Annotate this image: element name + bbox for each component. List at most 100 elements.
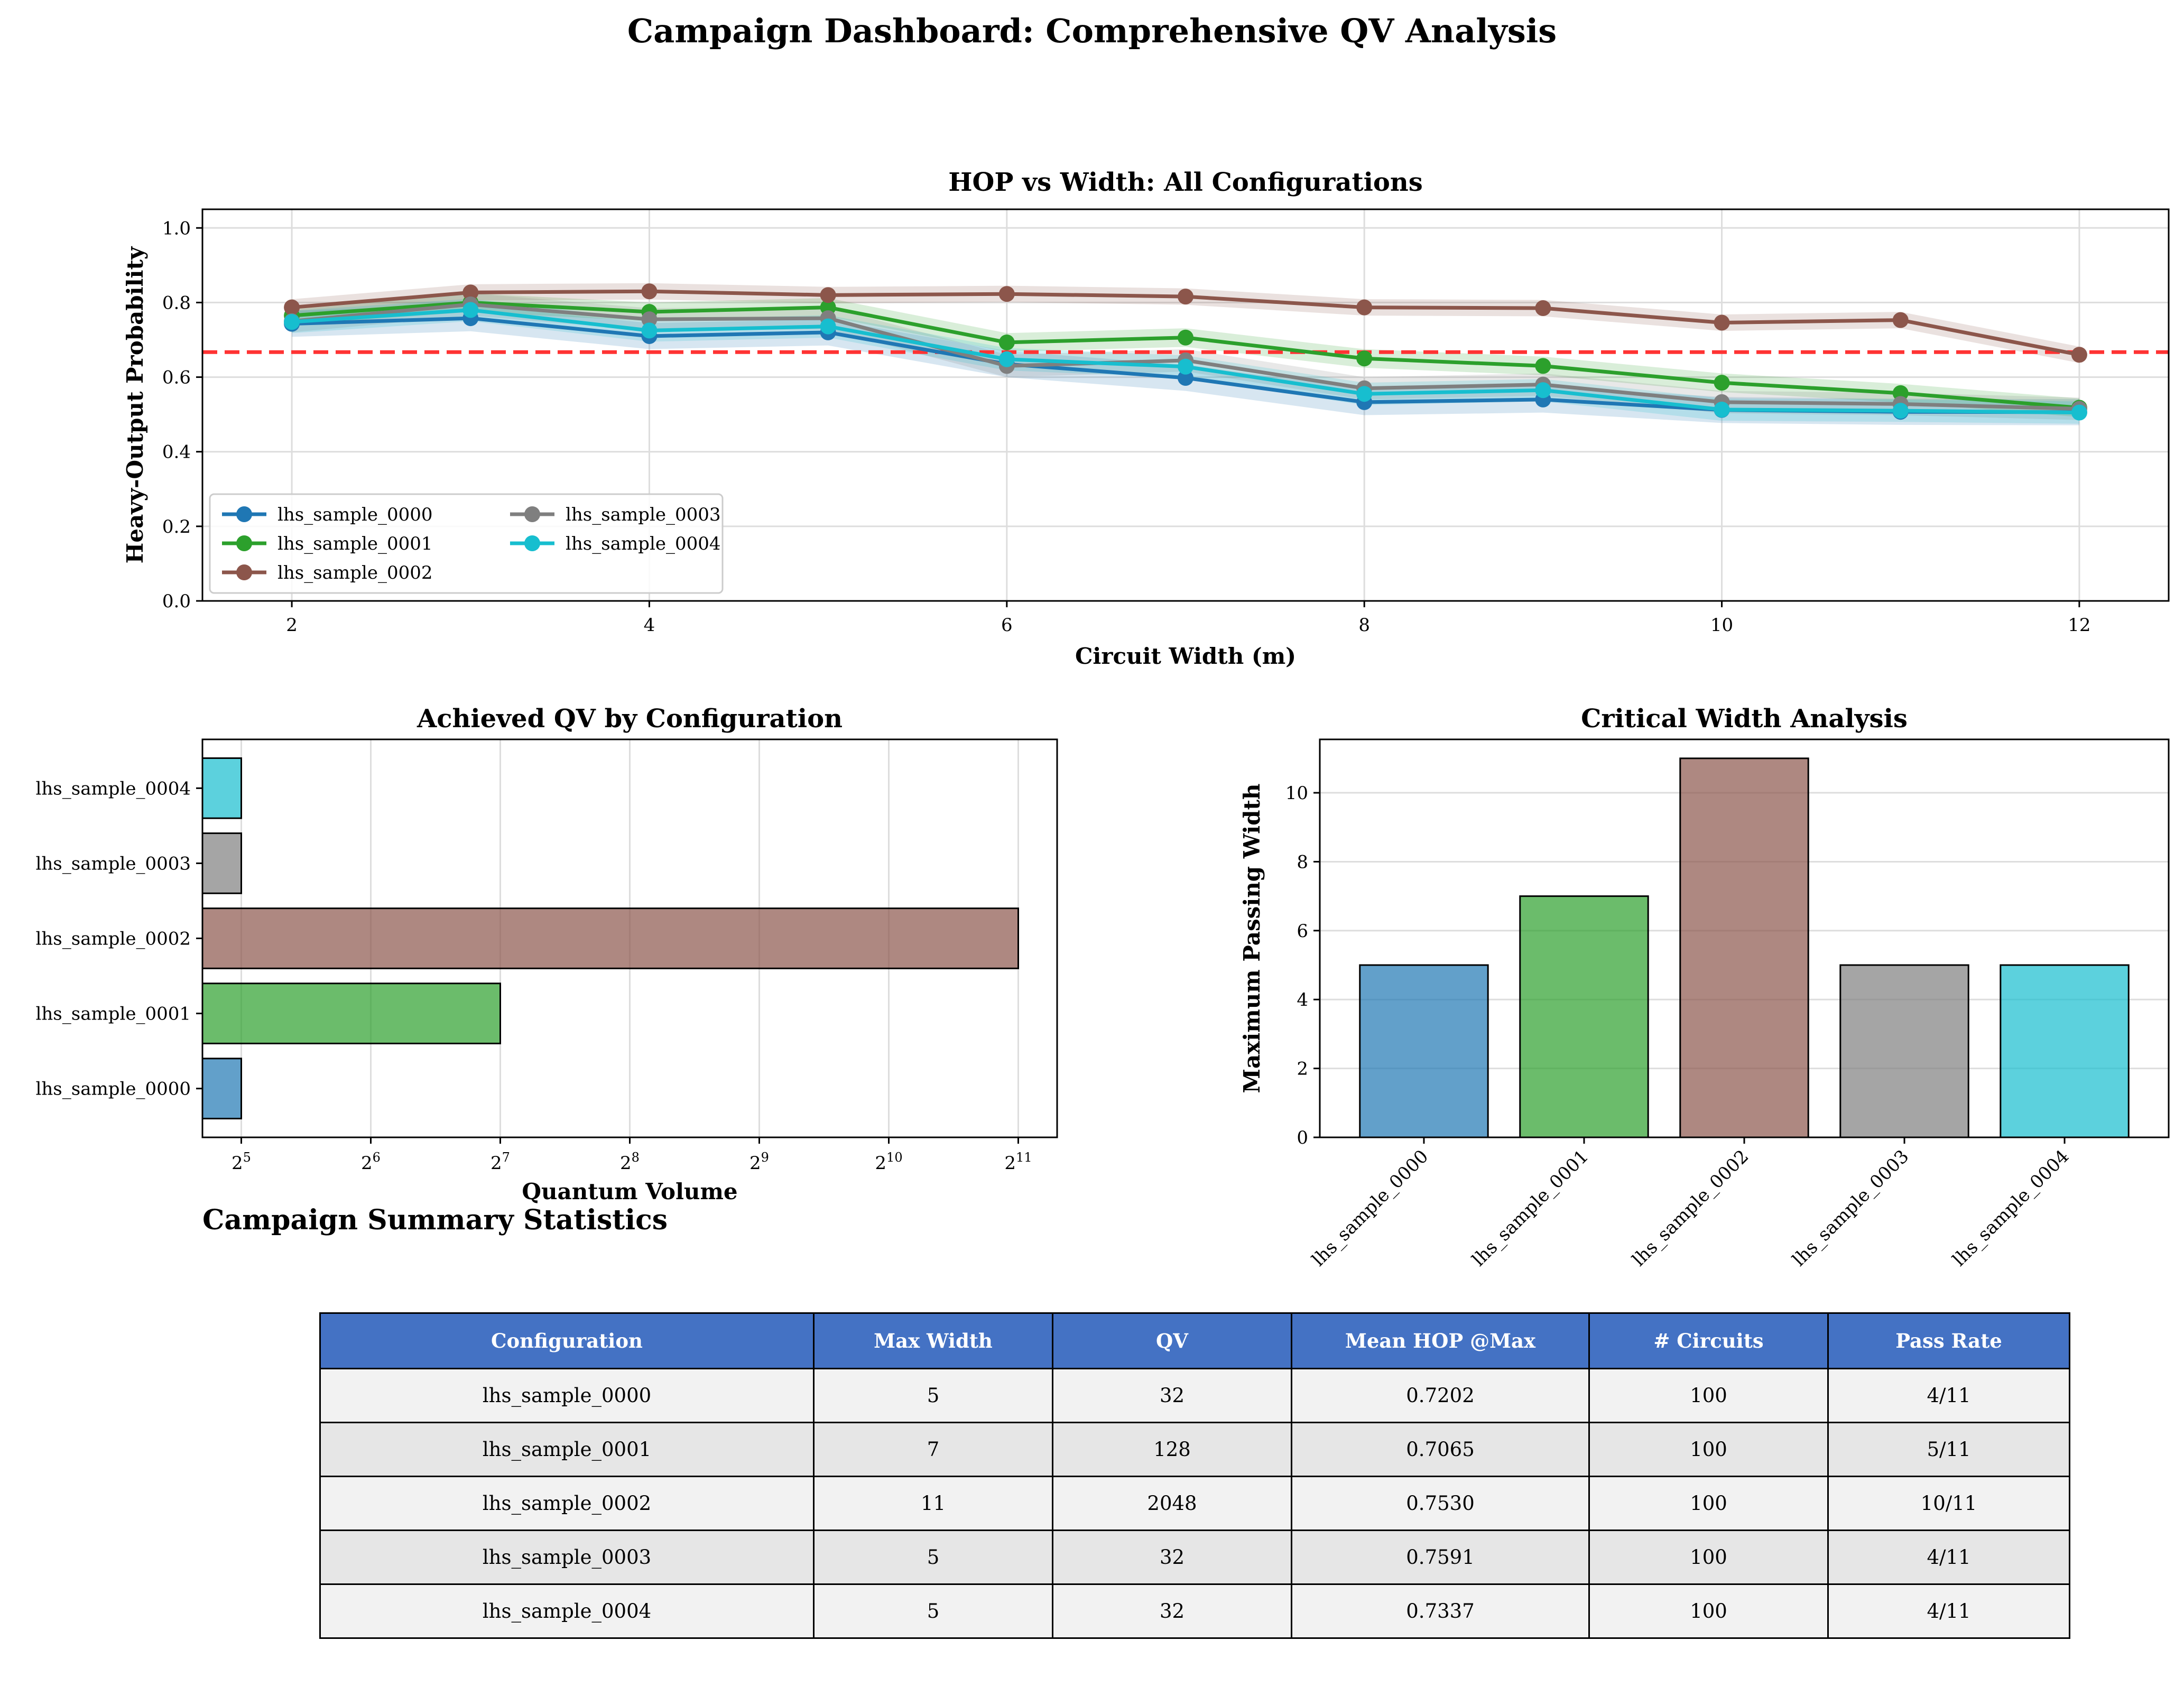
x-axis-label: Circuit Width (m): [1075, 643, 1296, 669]
x-tick-label-lhs_sample_0002: lhs_sample_0002: [1628, 1146, 1753, 1271]
summary-cell-mean-hop-max: 0.7530: [1291, 1476, 1590, 1531]
x-tick-label-lhs_sample_0001: lhs_sample_0001: [1468, 1146, 1593, 1271]
summary-header-max-width: Max Width: [813, 1312, 1053, 1369]
summary-cell-mean-hop-max: 0.7202: [1291, 1368, 1590, 1423]
legend-marker-lhs_sample_0001: [236, 535, 252, 551]
summary-row: lhs_sample_0001 7 128 0.7065 100 5/11: [319, 1422, 2070, 1477]
legend-marker-lhs_sample_0000: [236, 506, 252, 522]
data-point-lhs_sample_0002: [1714, 314, 1730, 331]
summary-cell-max-width: 7: [813, 1422, 1053, 1477]
summary-cell-max-width: 5: [813, 1368, 1053, 1423]
summary-cell-qv: 32: [1052, 1530, 1292, 1585]
summary-header-mean-hop-max: Mean HOP @Max: [1291, 1312, 1590, 1369]
summary-cell-qv: 32: [1052, 1583, 1292, 1639]
y-tick-label: 0.4: [162, 442, 191, 463]
x-tick-label-2-pow-5: 25: [232, 1150, 251, 1174]
x-tick-label: 2: [286, 615, 298, 636]
x-tick-label-2-pow-8: 28: [620, 1150, 640, 1174]
x-tick-label-2-pow-7: 27: [491, 1150, 510, 1174]
summary-cell-configuration: lhs_sample_0000: [319, 1368, 815, 1423]
summary-cell-max-width: 5: [813, 1530, 1053, 1585]
width-bar-lhs_sample_0000: [1359, 964, 1489, 1138]
y-tick-label-8: 8: [1297, 851, 1308, 873]
summary-cell--circuits: 100: [1588, 1422, 1829, 1477]
data-point-lhs_sample_0004: [2071, 404, 2087, 421]
data-point-lhs_sample_0002: [1535, 300, 1551, 317]
width-bar-lhs_sample_0003: [1839, 964, 1969, 1138]
data-point-lhs_sample_0002: [2071, 347, 2087, 363]
x-tick-label-lhs_sample_0003: lhs_sample_0003: [1789, 1146, 1913, 1271]
summary-cell-pass-rate: 4/11: [1827, 1368, 2070, 1423]
summary-cell--circuits: 100: [1588, 1583, 1829, 1639]
y-tick-label-lhs_sample_0000: lhs_sample_0000: [36, 1079, 191, 1100]
summary-cell-pass-rate: 5/11: [1827, 1422, 2070, 1477]
qv-bar-lhs_sample_0001: [201, 982, 501, 1044]
x-tick-label-2-pow-11: 211: [1004, 1150, 1032, 1174]
y-tick-label: 0.2: [162, 516, 191, 537]
width-bar-lhs_sample_0001: [1519, 895, 1649, 1138]
summary-header--circuits: # Circuits: [1588, 1312, 1829, 1369]
legend-marker-lhs_sample_0004: [524, 535, 540, 551]
legend-label-lhs_sample_0003: lhs_sample_0003: [566, 504, 720, 525]
summary-cell-qv: 32: [1052, 1368, 1292, 1423]
x-tick-label-2-pow-6: 26: [361, 1150, 381, 1174]
data-point-lhs_sample_0004: [1178, 358, 1193, 375]
legend: lhs_sample_0000 lhs_sample_0001 lhs_sample…: [209, 493, 724, 594]
y-tick-label-4: 4: [1297, 989, 1308, 1011]
x-tick-label-2-pow-10: 210: [875, 1150, 902, 1174]
summary-cell-qv: 128: [1052, 1422, 1292, 1477]
legend-label-lhs_sample_0000: lhs_sample_0000: [277, 504, 432, 525]
qv-bar-lhs_sample_0002: [201, 907, 1019, 969]
y-tick-label-lhs_sample_0001: lhs_sample_0001: [36, 1004, 191, 1025]
summary-cell-pass-rate: 4/11: [1827, 1583, 2070, 1639]
qv-bar-lhs_sample_0003: [201, 832, 242, 894]
data-point-lhs_sample_0004: [820, 318, 836, 335]
summary-cell-configuration: lhs_sample_0003: [319, 1530, 815, 1585]
achieved-qv-chart: lhs_sample_0000 lhs_sample_0001 lhs_sample…: [36, 704, 1058, 1204]
summary-cell--circuits: 100: [1588, 1530, 1829, 1585]
data-point-lhs_sample_0002: [1892, 312, 1909, 328]
data-point-lhs_sample_0004: [284, 314, 300, 330]
summary-table: Configuration Max Width QV Mean HOP @Max # C…: [319, 1312, 2070, 1639]
data-point-lhs_sample_0002: [1178, 289, 1193, 305]
summary-cell-mean-hop-max: 0.7591: [1291, 1530, 1590, 1585]
summary-table-container: Configuration Max Width QV Mean HOP @Max # C…: [319, 1312, 2070, 1639]
summary-cell-configuration: lhs_sample_0002: [319, 1476, 815, 1531]
qv-bar-lhs_sample_0004: [201, 757, 242, 819]
y-tick-label: 0.6: [162, 367, 191, 388]
summary-header-pass-rate: Pass Rate: [1827, 1312, 2070, 1369]
summary-cell-max-width: 5: [813, 1583, 1053, 1639]
summary-header-row: Configuration Max Width QV Mean HOP @Max # C…: [319, 1312, 2070, 1369]
y-tick-label-2: 2: [1297, 1059, 1308, 1080]
legend-marker-lhs_sample_0003: [524, 506, 540, 522]
y-tick-label: 0.0: [162, 591, 191, 612]
y-tick-label: 0.8: [162, 292, 191, 313]
y-tick-label-0: 0: [1297, 1127, 1308, 1148]
y-tick-label-lhs_sample_0002: lhs_sample_0002: [36, 929, 191, 950]
data-point-lhs_sample_0003: [641, 311, 658, 328]
legend-label-lhs_sample_0001: lhs_sample_0001: [277, 533, 432, 554]
x-tick-label: 8: [1358, 615, 1370, 636]
width-chart-title: Critical Width Analysis: [1581, 704, 1908, 734]
x-tick-label: 4: [644, 615, 655, 636]
data-point-lhs_sample_0002: [998, 286, 1015, 302]
x-tick-label: 10: [1710, 615, 1733, 636]
summary-cell-pass-rate: 4/11: [1827, 1530, 2070, 1585]
data-point-lhs_sample_0002: [284, 299, 300, 316]
data-point-lhs_sample_0004: [1892, 403, 1909, 419]
data-point-lhs_sample_0001: [1356, 350, 1373, 367]
data-point-lhs_sample_0001: [1178, 329, 1193, 346]
summary-body: lhs_sample_0000 5 32 0.7202 100 4/11 lhs_sampl…: [319, 1368, 2070, 1639]
y-axis-label: Heavy-Output Probability: [122, 246, 148, 563]
hop-chart-title: HOP vs Width: All Configurations: [948, 168, 1423, 197]
data-point-lhs_sample_0002: [1356, 299, 1373, 316]
x-tick-label: 12: [2068, 615, 2090, 636]
summary-header-configuration: Configuration: [319, 1312, 815, 1369]
qv-chart-title: Achieved QV by Configuration: [417, 704, 843, 734]
data-point-lhs_sample_0000: [1178, 369, 1193, 386]
legend-box: [209, 493, 724, 594]
summary-cell-pass-rate: 10/11: [1827, 1476, 2070, 1531]
data-point-lhs_sample_0001: [1714, 375, 1730, 391]
hop-vs-width-chart: 2 4 6 8 10 12 0.0 0.2 0.4 0.6 0.8 1.0 HOP vs Width: …: [122, 168, 2170, 669]
